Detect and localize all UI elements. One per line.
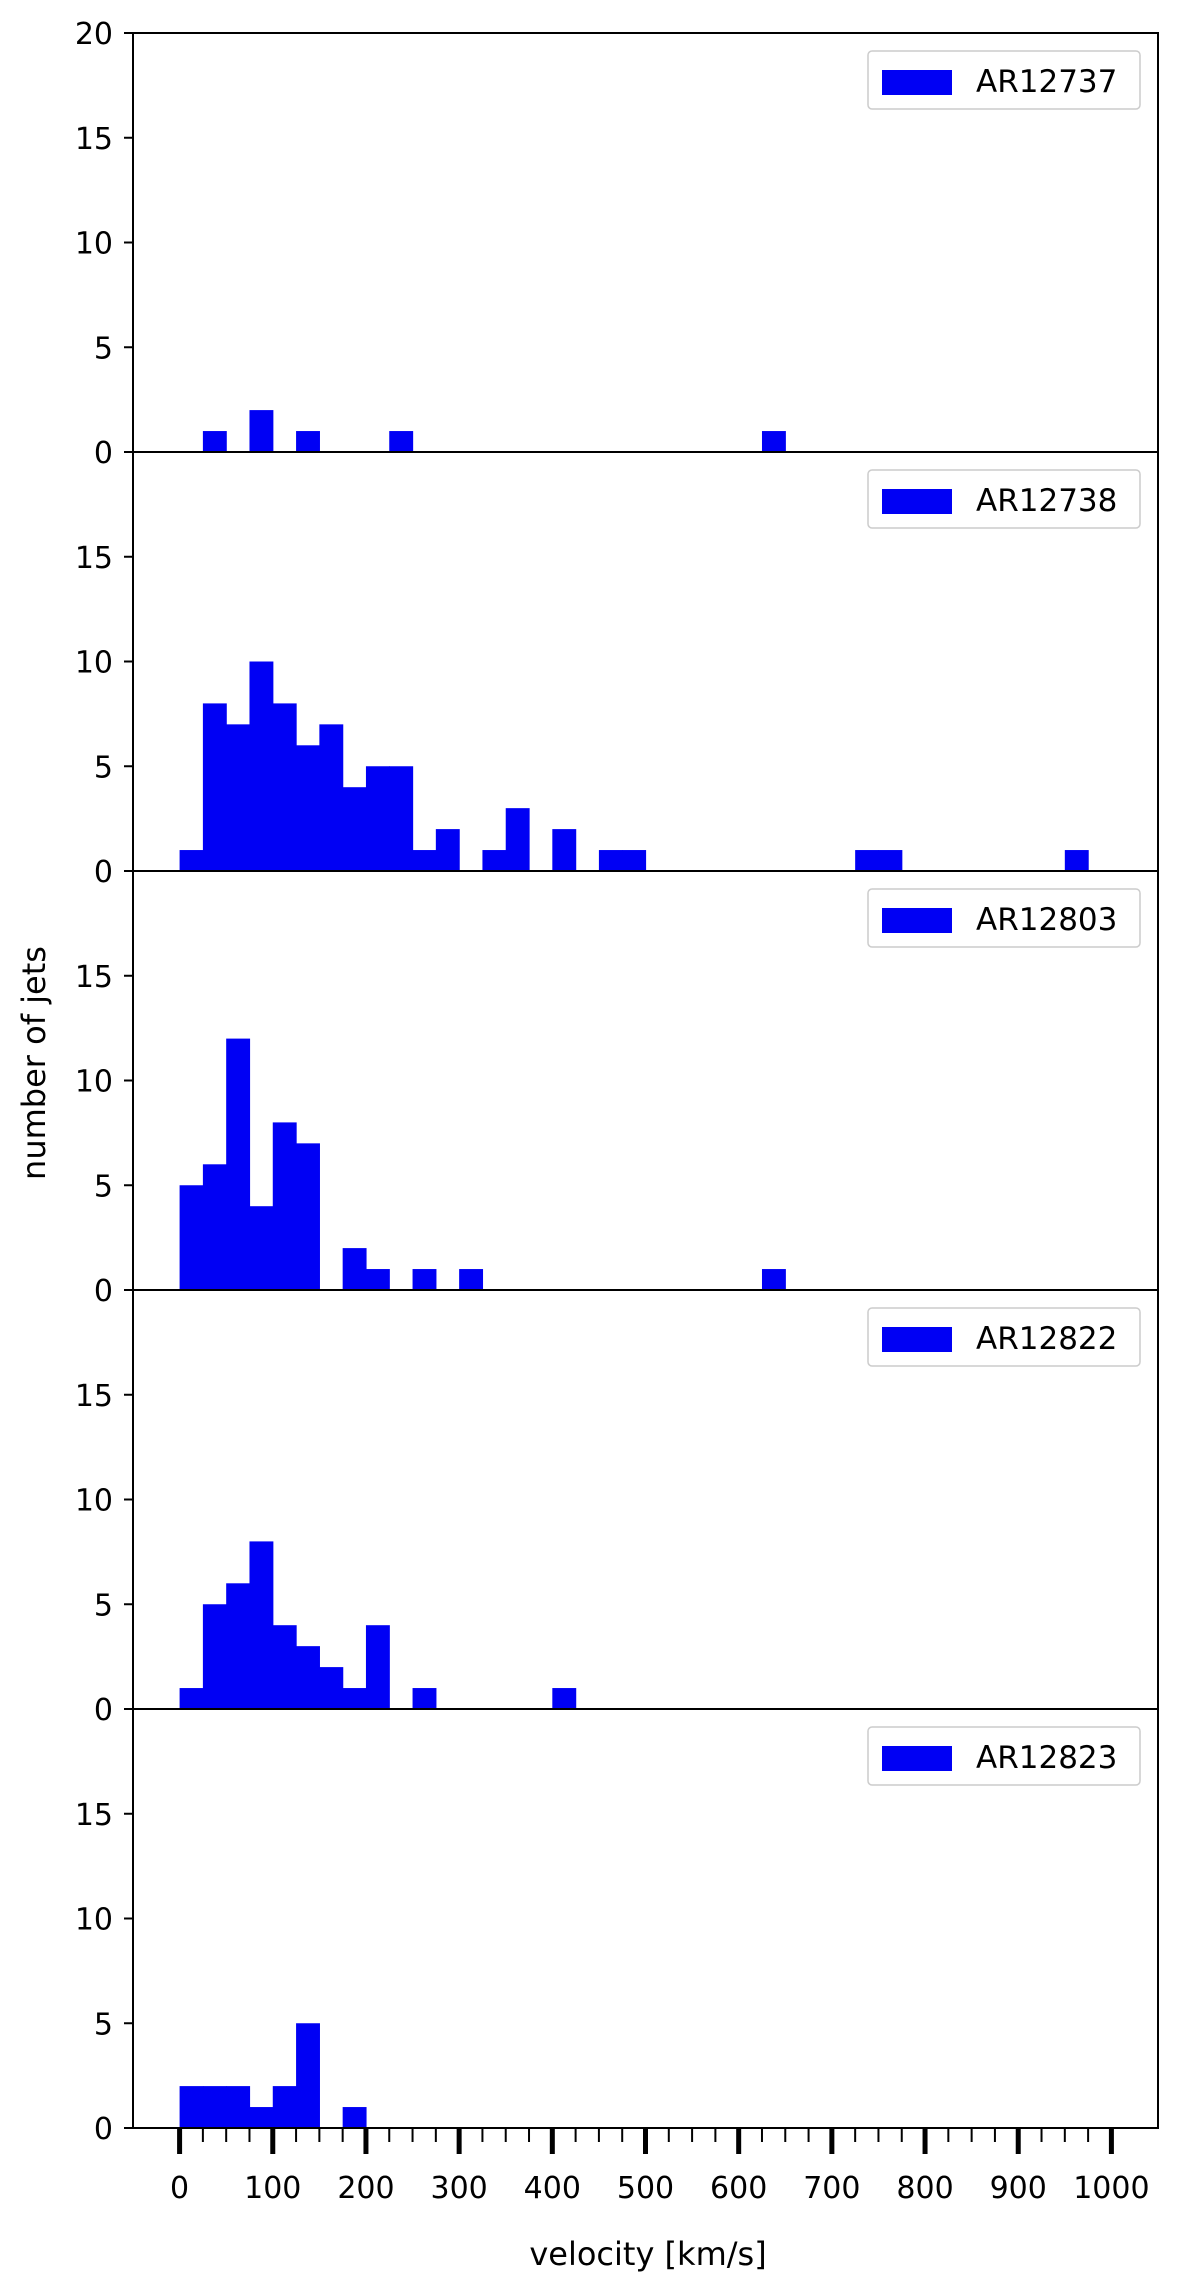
x-tick-label: 800 — [896, 2171, 953, 2206]
histogram-bar — [412, 850, 437, 871]
legend-label: AR12822 — [976, 1321, 1117, 1357]
y-tick-label: 10 — [75, 646, 113, 681]
y-tick-label: 10 — [75, 227, 113, 262]
histogram-bar — [389, 431, 414, 452]
histogram-bar — [272, 1625, 297, 1709]
legend-swatch — [882, 1746, 952, 1771]
x-tick-label: 300 — [431, 2171, 488, 2206]
x-tick-label: 400 — [524, 2171, 581, 2206]
histogram-bar — [459, 1269, 484, 1290]
histogram-bar — [319, 724, 344, 871]
histogram-bar — [179, 1688, 204, 1709]
legend-swatch — [882, 908, 952, 933]
histogram-bar — [272, 703, 297, 871]
y-tick-label: 0 — [94, 436, 113, 471]
histogram-bar — [296, 431, 320, 452]
legend-swatch — [882, 1327, 952, 1352]
histogram-bar — [179, 850, 204, 871]
histogram-bar — [505, 808, 530, 871]
x-tick-label: 500 — [617, 2171, 674, 2206]
histogram-bar — [296, 2023, 320, 2128]
x-tick-label: 700 — [803, 2171, 860, 2206]
histogram-bar — [855, 850, 880, 871]
y-tick-label: 20 — [75, 17, 113, 52]
histogram-bar — [365, 1625, 390, 1709]
histogram-bar — [761, 431, 786, 452]
legend-label: AR12737 — [976, 64, 1117, 100]
histogram-bar — [598, 850, 623, 871]
x-axis-label: velocity [km/s] — [529, 2235, 766, 2273]
x-tick-label: 0 — [170, 2171, 189, 2206]
x-tick-label: 1000 — [1073, 2171, 1149, 2206]
y-axis-label: number of jets — [15, 946, 53, 1180]
histogram-bar — [552, 829, 577, 871]
histogram-bar — [878, 850, 903, 871]
histogram-bar — [296, 1646, 320, 1709]
histogram-bar — [482, 850, 507, 871]
y-tick-label: 5 — [94, 331, 113, 366]
histogram-bar — [272, 2086, 297, 2128]
y-tick-label: 0 — [94, 1274, 113, 1309]
y-tick-label: 5 — [94, 750, 113, 785]
histogram-bar — [622, 850, 647, 871]
y-tick-label: 5 — [94, 2007, 113, 2042]
y-tick-label: 15 — [75, 960, 113, 995]
histogram-bar — [552, 1688, 577, 1709]
histogram-bar — [179, 1185, 204, 1290]
histogram-bar — [342, 2107, 367, 2128]
y-tick-label: 5 — [94, 1169, 113, 1204]
y-tick-label: 15 — [75, 1798, 113, 1833]
y-tick-label: 15 — [75, 541, 113, 576]
histogram-bar — [226, 2086, 251, 2128]
legend-label: AR12738 — [976, 483, 1117, 519]
histogram-bar — [342, 1248, 367, 1290]
y-tick-label: 5 — [94, 1588, 113, 1623]
histogram-bar — [365, 1269, 390, 1290]
histogram-bar — [202, 1164, 227, 1290]
histogram-bar — [342, 1688, 367, 1709]
histogram-bar — [435, 829, 460, 871]
x-tick-label: 200 — [337, 2171, 394, 2206]
histogram-bar — [249, 410, 274, 452]
histogram-bar — [272, 1122, 297, 1290]
histogram-bar — [296, 1143, 320, 1290]
histogram-bar — [412, 1269, 437, 1290]
x-tick-label: 900 — [990, 2171, 1047, 2206]
histogram-bar — [179, 2086, 204, 2128]
histogram-bar — [412, 1688, 437, 1709]
histogram-bar — [226, 1038, 251, 1290]
x-tick-label: 600 — [710, 2171, 767, 2206]
legend-swatch — [882, 70, 952, 95]
histogram-bar — [342, 787, 367, 871]
histogram-bar — [202, 1604, 227, 1709]
y-tick-label: 10 — [75, 1903, 113, 1938]
histogram-bar — [249, 2107, 274, 2128]
y-tick-label: 0 — [94, 2112, 113, 2147]
legend-label: AR12803 — [976, 902, 1117, 938]
histogram-bar — [202, 2086, 227, 2128]
histogram-bar — [226, 724, 251, 871]
y-tick-label: 15 — [75, 122, 113, 157]
legend-swatch — [882, 489, 952, 514]
y-tick-label: 15 — [75, 1379, 113, 1414]
histogram-bar — [761, 1269, 786, 1290]
histogram-bar — [389, 766, 414, 871]
y-tick-label: 0 — [94, 1693, 113, 1728]
histogram-bar — [296, 745, 320, 871]
histogram-bar — [319, 1667, 344, 1709]
histogram-bar — [249, 661, 274, 871]
x-tick-label: 100 — [244, 2171, 301, 2206]
histogram-bar — [202, 431, 227, 452]
histogram-bar — [249, 1541, 274, 1709]
y-tick-label: 10 — [75, 1065, 113, 1100]
y-tick-label: 0 — [94, 855, 113, 890]
histogram-bar — [1064, 850, 1089, 871]
histogram-bar — [202, 703, 227, 871]
legend-label: AR12823 — [976, 1740, 1117, 1776]
histogram-bar — [249, 1206, 274, 1290]
y-tick-label: 10 — [75, 1484, 113, 1519]
histogram-bar — [365, 766, 390, 871]
histogram-bar — [226, 1583, 251, 1709]
